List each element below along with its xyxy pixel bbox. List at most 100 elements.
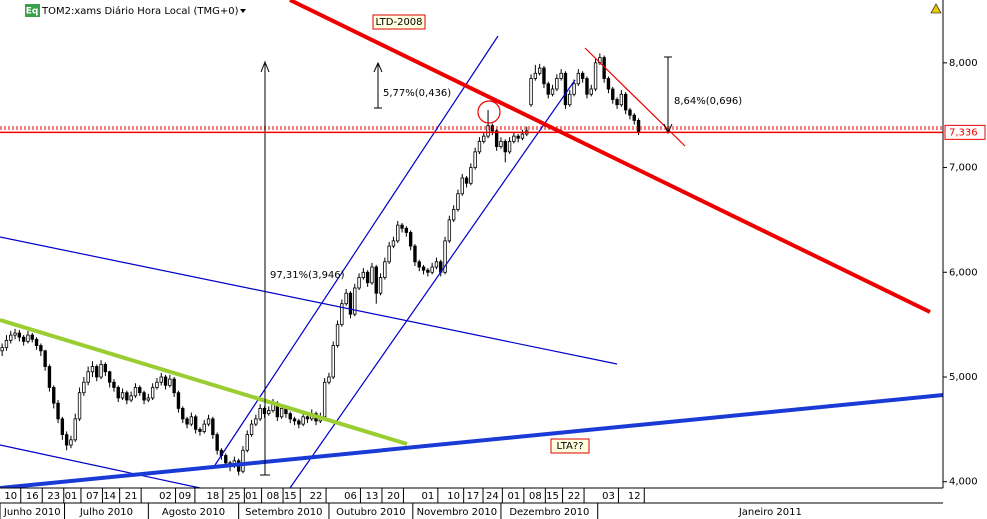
annotation: 5,77%(0,436) (383, 88, 451, 99)
candle-body (589, 88, 593, 95)
candle-body (279, 408, 284, 418)
x-tick-label: 12 (628, 491, 641, 502)
x-tick-label: 01 (507, 491, 520, 502)
candle-body (99, 364, 103, 378)
candle-body (374, 266, 378, 294)
x-tick-label: 01 (65, 491, 78, 502)
candle-body (340, 303, 344, 326)
lta-line (0, 393, 944, 490)
x-tick-label: 18 (206, 491, 219, 502)
candle-body (90, 366, 95, 373)
candle-body (262, 408, 267, 415)
x-tick-label: 22 (568, 491, 581, 502)
candle-body (473, 151, 477, 168)
candle-body (0, 347, 4, 352)
candle-body (585, 78, 589, 95)
candle-body (159, 376, 163, 383)
x-tick-label: 14 (103, 491, 116, 502)
y-tick-label: 7,000 (949, 163, 978, 174)
candle-body (198, 428, 202, 432)
candle-body (396, 224, 400, 242)
candle-body (400, 224, 404, 229)
candle-body (60, 418, 65, 435)
y-tick-label: 5,000 (949, 372, 978, 383)
candle-body (86, 371, 90, 383)
candle-body (185, 418, 189, 425)
candle-body (546, 83, 550, 95)
candle-body (391, 240, 396, 247)
x-tick-label: 22 (310, 491, 323, 502)
candle-body (550, 88, 555, 95)
arrow-head (260, 60, 270, 73)
candle-body (146, 397, 151, 401)
candle-body (52, 387, 56, 404)
annotation-box (550, 438, 590, 454)
candle-body (245, 434, 249, 451)
candle-body (469, 167, 473, 184)
candle-body (43, 350, 47, 367)
month-label: Junho 2010 (3, 507, 61, 518)
x-tick-label: 16 (26, 491, 39, 502)
candle-body (576, 72, 581, 85)
alert-icon[interactable] (930, 3, 942, 14)
candle-body (17, 332, 22, 338)
candle-body (107, 371, 112, 383)
candle-body (254, 418, 258, 425)
candle-body (56, 402, 60, 420)
month-label: Setembro 2010 (245, 507, 322, 518)
candle-body (120, 392, 125, 399)
candle-body (572, 83, 576, 95)
candle-body (503, 140, 507, 153)
candle-body (344, 292, 348, 305)
green-trend-line (0, 318, 408, 446)
y-tick-label: 4,000 (949, 477, 978, 488)
channel-line (289, 79, 576, 489)
candle-body (30, 334, 34, 340)
title-dropdown[interactable] (240, 9, 246, 13)
drawings: LTD-2008 LTA?? 97,31%(3,946) 5,77%(0,436… (0, 0, 944, 490)
ltd-line (289, 0, 931, 314)
x-tick-label: 07 (86, 491, 99, 502)
candle-body (464, 177, 469, 184)
candle-body (4, 339, 9, 349)
candle-body (615, 99, 619, 106)
y-tick-label: 6,000 (949, 267, 978, 278)
x-tick-label: 01 (245, 491, 258, 502)
candle-body (335, 324, 340, 346)
candle-body (361, 271, 366, 278)
candle-body (353, 287, 357, 315)
candle-body (206, 418, 211, 425)
candle-body (477, 140, 482, 153)
candle-body (593, 62, 598, 90)
x-tick-label: 25 (228, 491, 241, 502)
x-tick-label: 24 (486, 491, 499, 502)
x-tick-label: 06 (344, 491, 357, 502)
highlight-circle (477, 100, 501, 124)
candle-body (628, 109, 632, 116)
candle-body (258, 408, 262, 420)
candle-body (404, 227, 409, 233)
candle-body (155, 381, 159, 388)
candle-body (181, 408, 185, 420)
candle-body (516, 135, 520, 139)
candle-body (456, 193, 460, 210)
candle-body (116, 387, 120, 399)
x-tick-label: 13 (366, 491, 379, 502)
candle-body (193, 416, 198, 430)
candle-body (82, 381, 86, 394)
candle-body (138, 387, 142, 394)
month-label: Dezembro 2010 (509, 507, 589, 518)
candle-body (39, 345, 43, 352)
candle-body (636, 120, 641, 133)
candle-body (490, 125, 495, 132)
candle-body (348, 292, 353, 315)
candle-body (486, 125, 490, 137)
candle-body (426, 269, 430, 273)
trend-line (0, 444, 201, 489)
x-tick-label: 08 (529, 491, 542, 502)
annotation-box (372, 14, 426, 30)
x-tick-label: 17 (467, 491, 480, 502)
candle-body (176, 392, 181, 409)
last-price-box (944, 124, 986, 140)
candle-body (69, 439, 73, 446)
